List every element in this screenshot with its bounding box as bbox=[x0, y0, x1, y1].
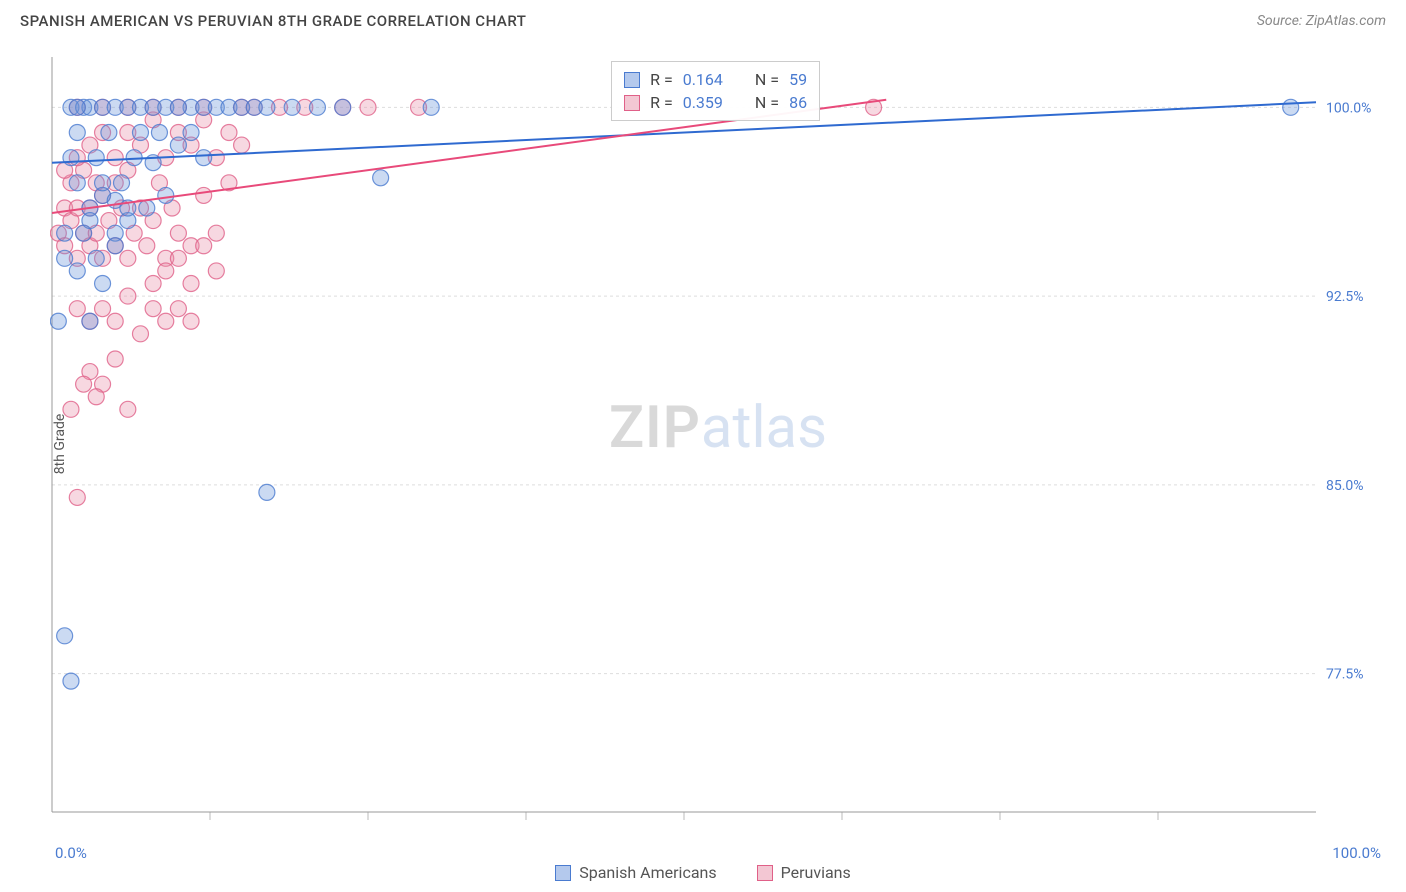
data-point bbox=[120, 401, 136, 417]
data-point bbox=[259, 99, 275, 115]
data-point bbox=[309, 99, 325, 115]
stats-r-label: R = bbox=[650, 70, 673, 89]
legend-label: Peruvians bbox=[781, 863, 851, 882]
data-point bbox=[145, 276, 161, 292]
data-point bbox=[63, 150, 79, 166]
stats-n-label: N = bbox=[755, 93, 779, 112]
data-point bbox=[50, 313, 66, 329]
chart-header: SPANISH AMERICAN VS PERUVIAN 8TH GRADE C… bbox=[0, 0, 1406, 38]
data-point bbox=[158, 313, 174, 329]
stats-swatch bbox=[624, 95, 640, 111]
data-point bbox=[120, 288, 136, 304]
stats-swatch bbox=[624, 72, 640, 88]
data-point bbox=[69, 489, 85, 505]
data-point bbox=[145, 301, 161, 317]
data-point bbox=[57, 628, 73, 644]
data-point bbox=[69, 99, 85, 115]
data-point bbox=[196, 150, 212, 166]
data-point bbox=[107, 150, 123, 166]
data-point bbox=[88, 389, 104, 405]
stats-row: R = 0.359 N = 86 bbox=[624, 91, 807, 114]
y-axis-label: 8th Grade bbox=[52, 413, 68, 474]
data-point bbox=[132, 326, 148, 342]
data-point bbox=[170, 99, 186, 115]
stats-n-label: N = bbox=[755, 70, 779, 89]
stats-r-value: 0.164 bbox=[683, 70, 723, 89]
data-point bbox=[259, 484, 275, 500]
data-point bbox=[158, 187, 174, 203]
data-point bbox=[120, 250, 136, 266]
data-point bbox=[139, 238, 155, 254]
y-tick-label: 100.0% bbox=[1326, 100, 1371, 116]
data-point bbox=[208, 225, 224, 241]
data-point bbox=[151, 125, 167, 141]
data-point bbox=[69, 301, 85, 317]
data-point bbox=[107, 238, 123, 254]
data-point bbox=[360, 99, 376, 115]
x-axis-min-label: 0.0% bbox=[55, 844, 87, 862]
data-point bbox=[76, 376, 92, 392]
data-point bbox=[196, 238, 212, 254]
data-point bbox=[170, 137, 186, 153]
data-point bbox=[234, 137, 250, 153]
correlation-stats-box: R = 0.164 N = 59 R = 0.359 N = 86 bbox=[611, 61, 820, 121]
data-point bbox=[107, 313, 123, 329]
stats-n-value: 59 bbox=[789, 70, 807, 89]
plot-area: 8th Grade 77.5%85.0%92.5%100.0% ZIPatlas… bbox=[50, 55, 1386, 832]
data-point bbox=[196, 187, 212, 203]
data-point bbox=[373, 170, 389, 186]
source-label: Source: ZipAtlas.com bbox=[1257, 13, 1386, 29]
data-point bbox=[63, 673, 79, 689]
data-point bbox=[107, 351, 123, 367]
stats-r-value: 0.359 bbox=[683, 93, 723, 112]
data-point bbox=[69, 263, 85, 279]
data-point bbox=[88, 250, 104, 266]
data-point bbox=[284, 99, 300, 115]
y-tick-label: 92.5% bbox=[1326, 289, 1364, 305]
data-point bbox=[95, 301, 111, 317]
data-point bbox=[101, 125, 117, 141]
data-point bbox=[158, 263, 174, 279]
data-point bbox=[208, 263, 224, 279]
data-point bbox=[170, 250, 186, 266]
stats-row: R = 0.164 N = 59 bbox=[624, 68, 807, 91]
data-point bbox=[95, 175, 111, 191]
data-point bbox=[88, 150, 104, 166]
data-point bbox=[139, 200, 155, 216]
x-axis-max-label: 100.0% bbox=[1332, 844, 1381, 862]
data-point bbox=[69, 175, 85, 191]
data-point bbox=[183, 276, 199, 292]
data-point bbox=[132, 125, 148, 141]
data-point bbox=[57, 250, 73, 266]
y-tick-label: 85.0% bbox=[1326, 478, 1364, 494]
data-point bbox=[221, 125, 237, 141]
data-point bbox=[95, 276, 111, 292]
data-point bbox=[183, 313, 199, 329]
legend-item: Peruvians bbox=[757, 863, 851, 882]
data-point bbox=[423, 99, 439, 115]
data-point bbox=[57, 225, 73, 241]
bottom-legend: Spanish Americans Peruvians bbox=[0, 863, 1406, 882]
data-point bbox=[114, 175, 130, 191]
stats-r-label: R = bbox=[650, 93, 673, 112]
legend-item: Spanish Americans bbox=[555, 863, 716, 882]
data-point bbox=[183, 125, 199, 141]
y-tick-label: 77.5% bbox=[1326, 667, 1364, 683]
data-point bbox=[82, 313, 98, 329]
data-point bbox=[1283, 99, 1299, 115]
legend-swatch bbox=[555, 865, 571, 881]
legend-swatch bbox=[757, 865, 773, 881]
data-point bbox=[69, 125, 85, 141]
data-point bbox=[82, 213, 98, 229]
chart-title: SPANISH AMERICAN VS PERUVIAN 8TH GRADE C… bbox=[20, 12, 526, 30]
data-point bbox=[335, 99, 351, 115]
scatter-plot-svg: 77.5% 85.0% 92.5% 100.0% bbox=[50, 55, 1386, 832]
data-point bbox=[170, 225, 186, 241]
legend-label: Spanish Americans bbox=[579, 863, 716, 882]
stats-n-value: 86 bbox=[789, 93, 807, 112]
data-point bbox=[170, 301, 186, 317]
